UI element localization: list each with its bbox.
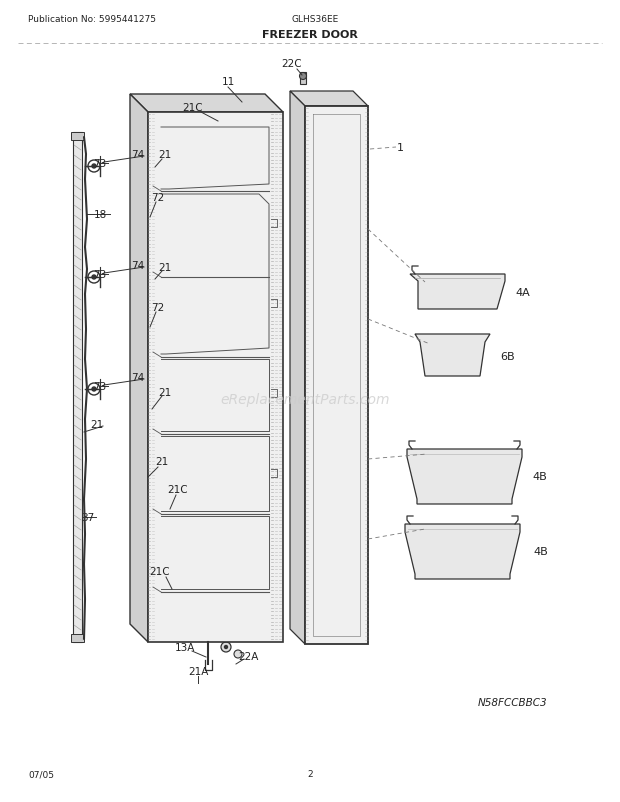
Circle shape — [466, 359, 480, 374]
Text: 6B: 6B — [500, 351, 515, 362]
Text: 21: 21 — [156, 456, 169, 467]
Text: 74: 74 — [131, 261, 144, 270]
Text: 21C: 21C — [167, 484, 188, 494]
Text: 73: 73 — [94, 159, 107, 168]
Text: 72: 72 — [151, 192, 165, 203]
Text: 4B: 4B — [532, 472, 547, 481]
Polygon shape — [290, 92, 305, 644]
Text: 37: 37 — [81, 512, 95, 522]
Text: 21: 21 — [158, 387, 172, 398]
Circle shape — [446, 359, 460, 374]
Circle shape — [92, 387, 96, 391]
Circle shape — [299, 74, 306, 80]
Polygon shape — [148, 113, 283, 642]
Polygon shape — [410, 274, 505, 310]
Polygon shape — [290, 92, 368, 107]
Polygon shape — [305, 107, 368, 644]
Text: 11: 11 — [221, 77, 234, 87]
Polygon shape — [71, 133, 84, 141]
Text: 72: 72 — [151, 302, 165, 313]
Text: 4A: 4A — [515, 288, 529, 298]
Text: 22C: 22C — [281, 59, 303, 69]
Text: 13A: 13A — [175, 642, 195, 652]
Text: 21A: 21A — [188, 666, 208, 676]
Text: 22A: 22A — [238, 651, 258, 661]
Text: Publication No: 5995441275: Publication No: 5995441275 — [28, 15, 156, 25]
Polygon shape — [415, 334, 490, 376]
Circle shape — [221, 642, 231, 652]
Text: 74: 74 — [131, 373, 144, 383]
Text: 21: 21 — [158, 263, 172, 273]
Text: N58FCCBBC3: N58FCCBBC3 — [478, 697, 547, 707]
Text: 21C: 21C — [149, 566, 170, 577]
Circle shape — [426, 359, 440, 374]
Circle shape — [92, 164, 96, 168]
Text: 21: 21 — [91, 419, 104, 429]
Text: 18: 18 — [94, 210, 107, 220]
Text: 07/05: 07/05 — [28, 770, 54, 779]
Polygon shape — [407, 449, 522, 504]
Polygon shape — [405, 525, 520, 579]
Polygon shape — [71, 634, 84, 642]
Polygon shape — [130, 95, 283, 113]
Polygon shape — [73, 133, 82, 642]
Text: 74: 74 — [131, 150, 144, 160]
Circle shape — [234, 650, 242, 658]
Text: 73: 73 — [94, 269, 107, 280]
Polygon shape — [130, 95, 148, 642]
Text: 21: 21 — [158, 150, 172, 160]
Text: 1: 1 — [397, 143, 404, 153]
Text: 2: 2 — [307, 770, 313, 779]
Text: GLHS36EE: GLHS36EE — [291, 15, 339, 25]
Bar — [300, 73, 306, 85]
Text: 73: 73 — [94, 382, 107, 391]
Circle shape — [92, 276, 96, 280]
Text: 21C: 21C — [183, 103, 203, 113]
Circle shape — [224, 646, 228, 649]
Text: 4B: 4B — [533, 546, 547, 557]
Text: eReplacementParts.com: eReplacementParts.com — [220, 392, 390, 407]
Text: FREEZER DOOR: FREEZER DOOR — [262, 30, 358, 40]
